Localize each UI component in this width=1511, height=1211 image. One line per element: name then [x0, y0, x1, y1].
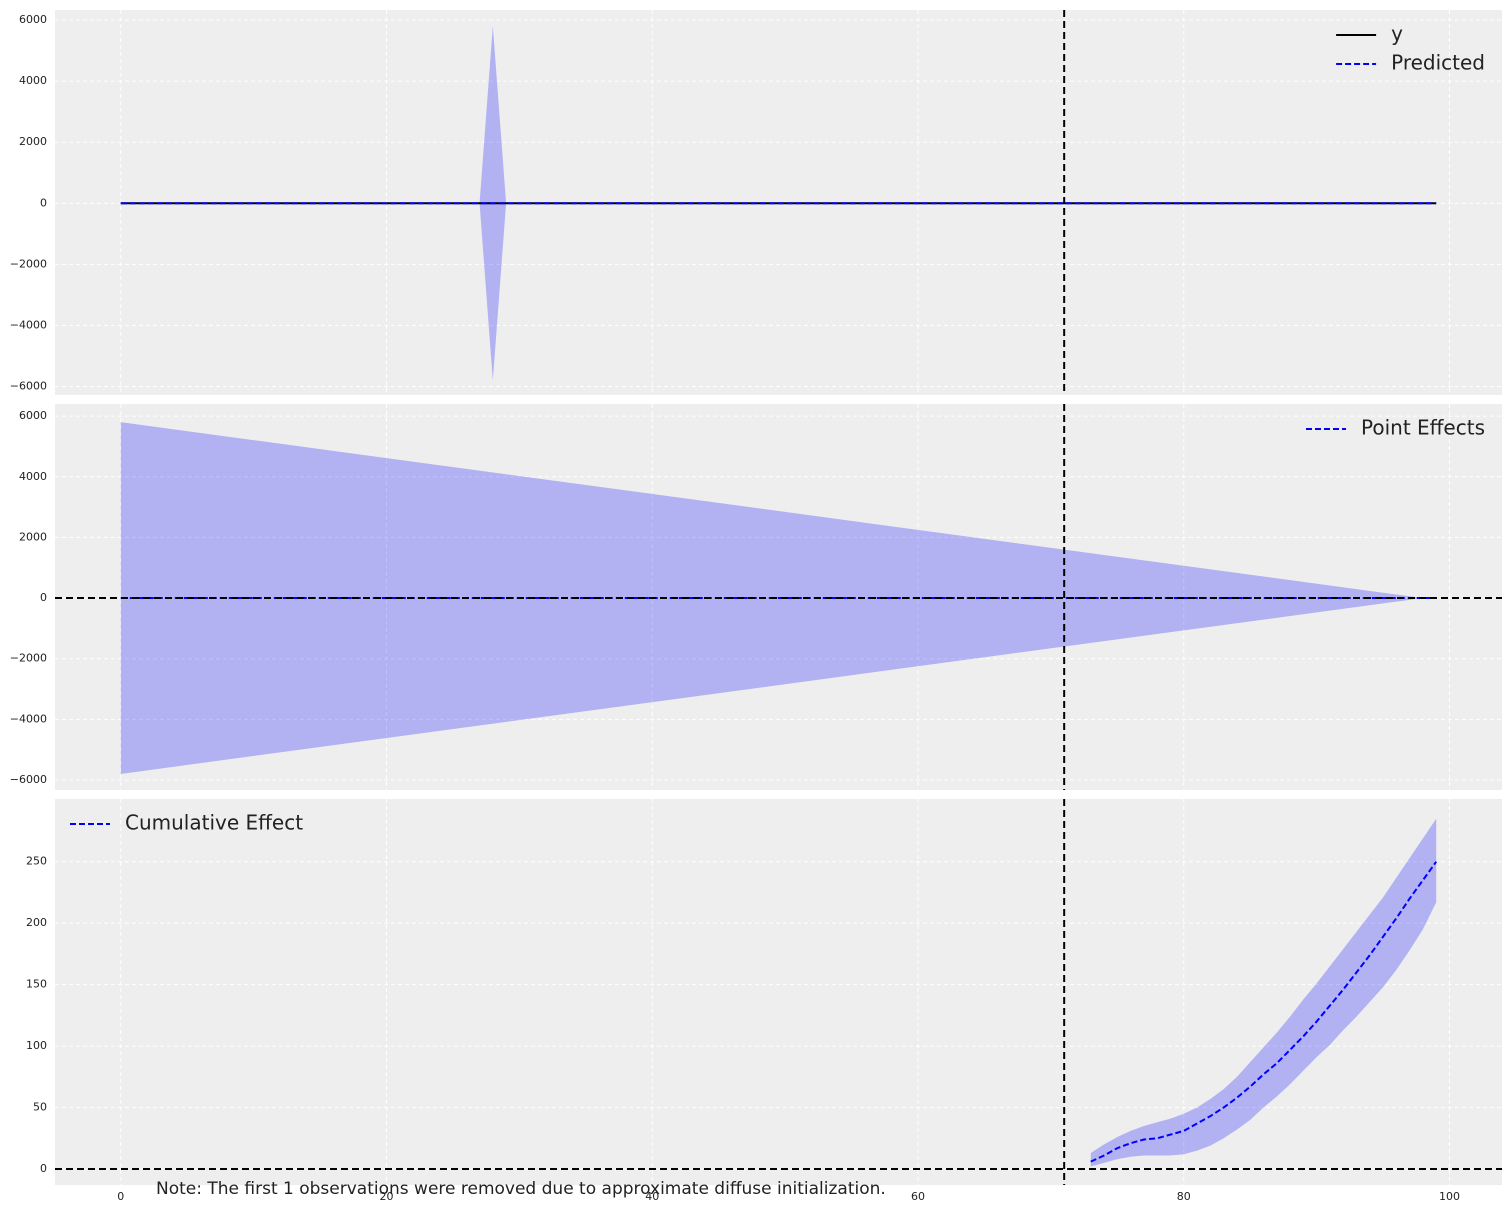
x-tick-label: 80	[1177, 1190, 1191, 1203]
legend: Cumulative Effect	[70, 811, 303, 835]
y-tick-label: 100	[26, 1039, 47, 1052]
legend-label: y	[1391, 22, 1403, 46]
y-tick-label: 2000	[19, 135, 47, 148]
x-tick-label: 40	[645, 1190, 659, 1203]
y-tick-label: 200	[26, 916, 47, 929]
y-tick-label: 0	[40, 591, 47, 604]
y-tick-label: 0	[40, 1162, 47, 1175]
y-tick-label: −2000	[10, 652, 47, 665]
y-tick-label: 250	[26, 855, 47, 868]
y-tick-label: 4000	[19, 74, 47, 87]
legend: y Predicted	[1336, 22, 1485, 75]
y-tick-label: 150	[26, 978, 47, 991]
x-tick-label: 60	[911, 1190, 925, 1203]
y-tick-label: −6000	[10, 379, 47, 392]
confidence-band	[1090, 818, 1437, 1167]
note: Note: The first 1 observations were remo…	[156, 1179, 886, 1199]
y-tick-label: −4000	[10, 712, 47, 725]
plot-background	[55, 404, 1502, 790]
y-tick-label: −6000	[10, 773, 47, 786]
legend-label: Predicted	[1391, 51, 1485, 75]
y-tick-label: 6000	[19, 13, 47, 26]
y-tick-label: 0	[40, 196, 47, 209]
x-tick-label: 0	[117, 1190, 124, 1203]
x-tick-label: 20	[380, 1190, 394, 1203]
series-line	[1090, 861, 1438, 1163]
plot-background	[55, 799, 1502, 1185]
y-tick-label: 6000	[19, 409, 47, 422]
y-tick-label: 2000	[19, 530, 47, 543]
legend-label: Point Effects	[1361, 416, 1485, 440]
y-tick-label: 4000	[19, 470, 47, 483]
x-tick-label: 100	[1439, 1190, 1460, 1203]
legend-label: Cumulative Effect	[125, 811, 303, 835]
y-tick-label: 50	[33, 1101, 47, 1114]
y-tick-label: −2000	[10, 257, 47, 270]
y-tick-label: −4000	[10, 318, 47, 331]
legend: Point Effects	[1306, 416, 1485, 440]
